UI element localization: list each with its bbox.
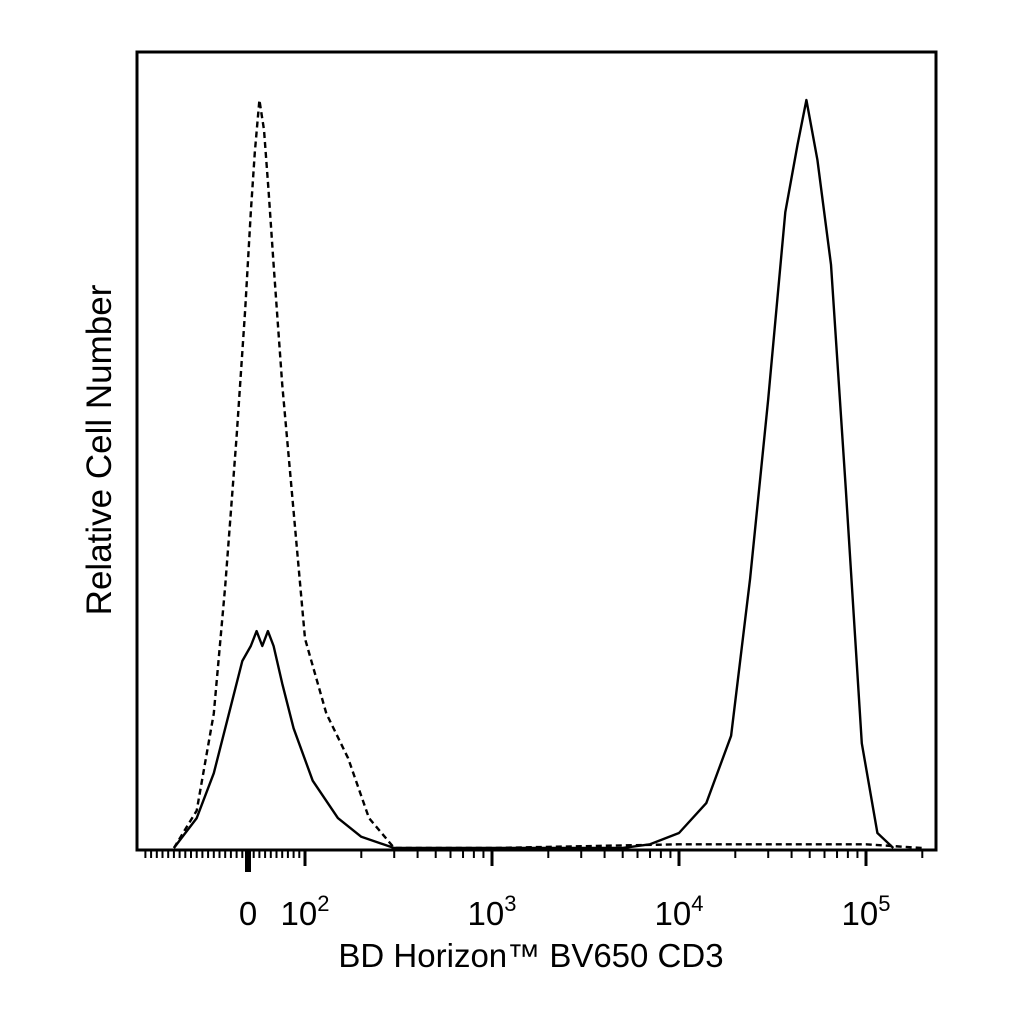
x-axis-label: BD Horizon™ BV650 CD3 [338, 937, 723, 974]
x-tick-labels: 0 102 103 104 105 [239, 891, 891, 932]
x-tick-label: 104 [655, 891, 704, 932]
y-axis-label: Relative Cell Number [80, 284, 119, 615]
x-tick-label: 0 [239, 895, 257, 932]
x-tick-label: 103 [468, 891, 517, 932]
major-ticks [245, 850, 868, 872]
plot-frame [135, 50, 938, 852]
x-tick-label: 102 [281, 891, 330, 932]
series-solid-line [172, 98, 895, 850]
minor-ticks [144, 850, 924, 858]
curves-layer [172, 98, 923, 850]
x-tick-label: 105 [842, 891, 891, 932]
series-dashed-line [172, 98, 923, 850]
